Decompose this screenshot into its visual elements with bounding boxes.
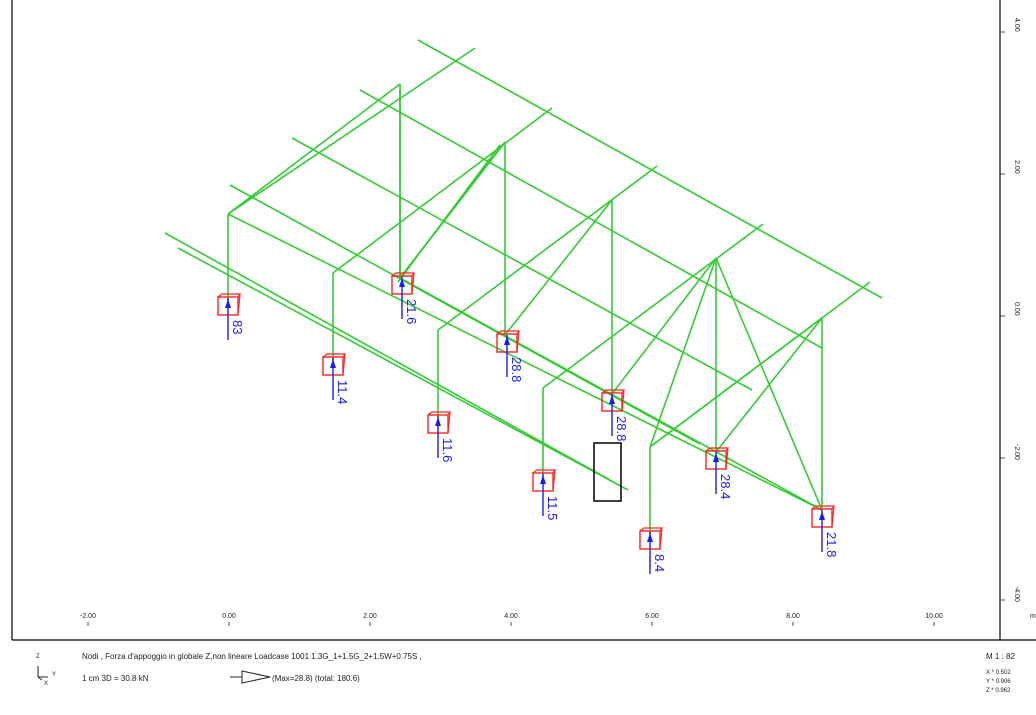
right-tick-label: 4.00	[1013, 18, 1020, 32]
support-icon-top	[811, 505, 836, 510]
x-tick-label: -2.00	[80, 613, 96, 620]
supports-layer: 83 21.6 11.4 28.8 11.6 28.8 11.5 28.4 8.4 21.8	[217, 272, 839, 574]
right-axis: 4.00 2.00 0.00 -2.00 -4.00	[1000, 18, 1020, 602]
max-total: (Max=28.8) (total: 180.6)	[272, 674, 360, 683]
frame-member	[291, 137, 753, 391]
reaction-arrowhead	[504, 336, 510, 345]
support-icon-side	[516, 330, 520, 353]
frame-member	[227, 83, 401, 215]
support-icon-side	[621, 389, 625, 412]
right-tick-label: -4.00	[1013, 586, 1020, 602]
support-force-label: 21.6	[404, 299, 419, 324]
support-icon-top	[217, 293, 242, 298]
frame-member	[177, 247, 629, 491]
reaction-arrowhead	[819, 511, 825, 520]
frame-member	[649, 317, 823, 448]
view-factor-x: X * 0.502	[986, 670, 1011, 676]
frame-member	[649, 257, 717, 448]
support-force-label: 21.8	[824, 532, 839, 557]
selection-box	[593, 442, 622, 502]
reaction-arrowhead	[540, 475, 546, 484]
support-force-label: 28.8	[509, 357, 524, 382]
frame-member	[164, 232, 611, 481]
caption: Nodi , Forza d'appoggio in globale Z,non…	[82, 652, 422, 661]
support-icon-top	[391, 272, 416, 277]
x-tick-label: 0.00	[222, 613, 236, 620]
support-force-label: 8.4	[652, 554, 667, 572]
frame-member	[227, 213, 823, 511]
support-icon-side	[552, 469, 556, 492]
x-axis: -2.00 0.00 2.00 4.00 6.00 8.00 10.00	[80, 613, 943, 626]
force-scale: 1 cm 3D = 30.8 kN	[82, 674, 149, 683]
drawing-scale: M 1 : 82	[986, 652, 1015, 661]
frame-member	[227, 47, 476, 215]
view-factor-y: Y * 0.906	[986, 679, 1011, 685]
support-force-label: 11.6	[440, 438, 455, 462]
x-unit: m	[1030, 613, 1036, 620]
frame-member	[542, 223, 764, 389]
right-tick-label: -2.00	[1013, 444, 1020, 460]
right-tick-label: 2.00	[1013, 160, 1020, 174]
support-force-label: 28.4	[718, 474, 733, 499]
frame-member	[417, 39, 883, 299]
x-tick-label: 8.00	[786, 613, 800, 620]
force-arrow-icon	[230, 670, 271, 684]
frame-members	[164, 39, 883, 535]
support-force-label: 83	[230, 320, 245, 334]
right-tick-label: 0.00	[1013, 302, 1020, 316]
reaction-arrowhead	[399, 278, 405, 287]
frame-member	[611, 257, 717, 395]
x-tick-label: 4.00	[504, 613, 518, 620]
support-icon-top	[705, 447, 730, 452]
support-icon-top	[532, 469, 557, 474]
support-icon-top	[639, 527, 664, 532]
reaction-arrowhead	[713, 453, 719, 462]
support-icon-side	[411, 272, 415, 295]
view-factor-z: Z * 0.962	[986, 688, 1011, 694]
x-tick-label: 2.00	[363, 613, 377, 620]
support-icon-side	[725, 447, 729, 470]
axis-y-label: Y	[52, 672, 57, 678]
reaction-arrowhead	[435, 417, 441, 426]
support-force-label: 11.4	[335, 380, 350, 404]
reaction-arrowhead	[609, 395, 615, 404]
frame-member	[397, 144, 501, 283]
reaction-arrowhead	[647, 533, 653, 542]
frame-member	[504, 199, 613, 336]
frame-member	[437, 165, 658, 331]
reaction-arrowhead	[330, 359, 336, 368]
support-force-label: 28.8	[614, 416, 629, 441]
support-icon-side	[447, 411, 451, 434]
support-force-label: 11.5	[545, 496, 560, 520]
support-icon-side	[659, 527, 663, 550]
x-tick-label: 10.00	[925, 613, 943, 620]
axis-z-label: Z	[36, 654, 40, 660]
support-icon-top	[496, 330, 521, 335]
reaction-arrowhead	[225, 299, 231, 308]
x-tick-label: 6.00	[645, 613, 659, 620]
support-icon-side	[237, 293, 241, 316]
axis-triad-icon	[37, 666, 48, 681]
support-icon-top	[601, 389, 626, 394]
support-icon-side	[831, 505, 835, 528]
support-icon-top	[322, 353, 347, 358]
axis-x-label: X	[44, 681, 49, 687]
frame-member	[715, 317, 823, 453]
support-icon-side	[342, 353, 346, 376]
frame-member	[332, 107, 553, 274]
frame-member	[359, 89, 823, 349]
support-icon-top	[427, 411, 452, 416]
